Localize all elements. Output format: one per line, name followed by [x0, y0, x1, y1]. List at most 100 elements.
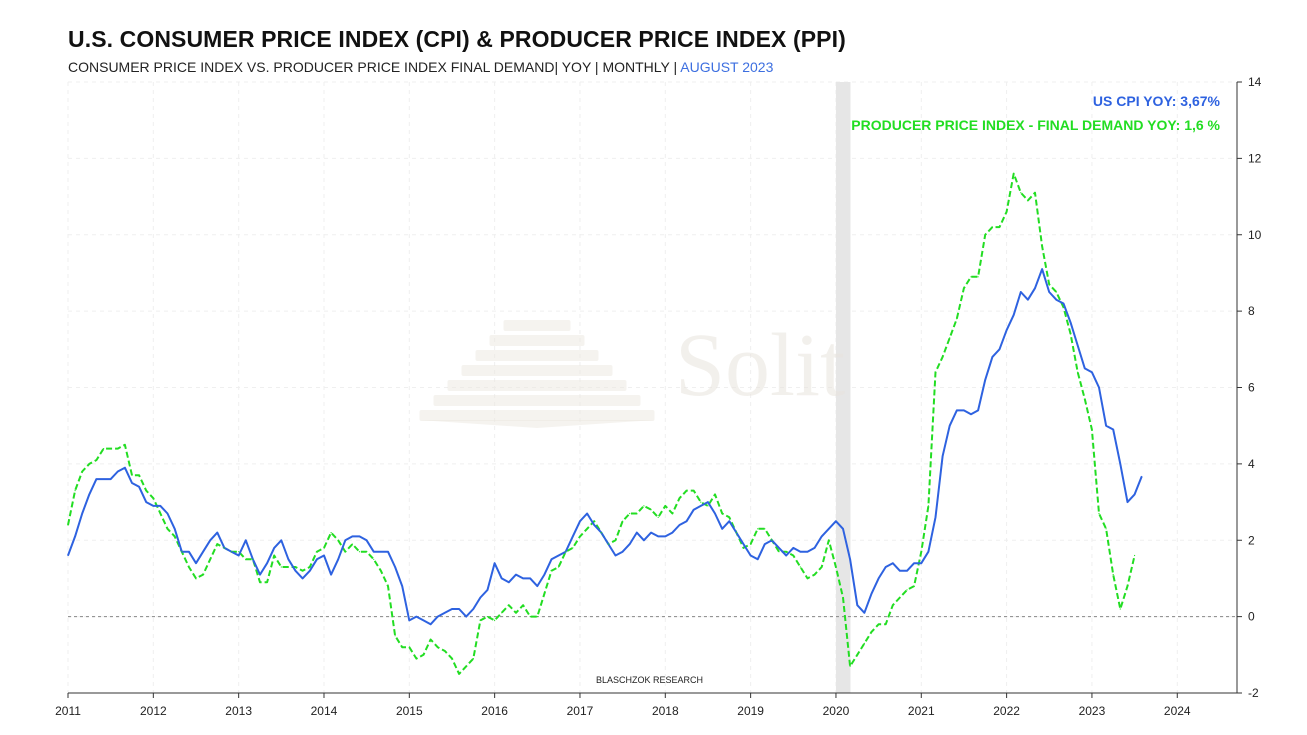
data-point-cpi: [110, 478, 112, 480]
data-point-cpi: [870, 593, 873, 595]
data-point-ppi: [892, 604, 894, 606]
data-point-ppi: [252, 558, 254, 560]
data-point-ppi: [508, 604, 510, 606]
data-point-cpi: [686, 520, 688, 522]
data-point-cpi: [934, 516, 937, 518]
data-point-ppi: [67, 524, 69, 526]
data-point-cpi: [401, 585, 403, 587]
x-tick-label: 2018: [652, 704, 679, 718]
data-point-cpi: [792, 547, 794, 549]
data-point-ppi: [259, 581, 261, 583]
data-point-cpi: [750, 554, 752, 557]
data-point-ppi: [700, 501, 702, 503]
data-point-ppi: [764, 528, 766, 530]
data-point-cpi: [145, 501, 147, 503]
data-point-ppi: [543, 593, 546, 595]
data-points: [67, 173, 1143, 675]
data-point-cpi: [302, 577, 304, 580]
data-point-cpi: [479, 596, 481, 599]
data-point-ppi: [124, 444, 126, 446]
data-point-cpi: [799, 551, 802, 553]
data-point-ppi: [1062, 306, 1065, 308]
data-point-ppi: [1098, 512, 1100, 515]
data-point-cpi: [245, 539, 247, 541]
data-point-ppi: [643, 505, 645, 507]
data-point-ppi: [934, 371, 937, 373]
data-point-ppi: [494, 619, 496, 622]
data-point-ppi: [977, 276, 979, 278]
data-point-ppi: [273, 554, 275, 557]
data-point-ppi: [88, 463, 90, 465]
data-point-ppi: [216, 543, 218, 545]
data-point-cpi: [430, 623, 432, 625]
data-point-cpi: [906, 570, 908, 572]
data-point-cpi: [1041, 268, 1043, 270]
data-point-cpi: [1105, 425, 1107, 427]
data-point-ppi: [344, 551, 346, 553]
data-point-cpi: [195, 562, 197, 564]
data-point-cpi: [81, 512, 83, 515]
data-point-cpi: [437, 616, 439, 618]
subtitle-main: CONSUMER PRICE INDEX VS. PRODUCER PRICE …: [68, 59, 681, 75]
data-point-ppi: [863, 642, 866, 645]
data-point-ppi: [750, 543, 752, 545]
data-point-ppi: [181, 551, 183, 553]
data-point-cpi: [558, 554, 560, 557]
data-point-ppi: [984, 234, 986, 236]
data-point-cpi: [444, 612, 446, 614]
data-point-cpi: [1055, 299, 1057, 301]
data-point-ppi: [529, 616, 531, 618]
data-point-ppi: [742, 547, 745, 549]
data-point-ppi: [422, 654, 425, 656]
data-point-ppi: [949, 337, 951, 339]
data-point-cpi: [294, 570, 297, 572]
data-point-ppi: [963, 287, 965, 289]
data-point-ppi: [380, 570, 382, 572]
chart-title: U.S. CONSUMER PRICE INDEX (CPI) & PRODUC…: [68, 26, 846, 52]
data-point-cpi: [657, 535, 659, 538]
data-point-cpi: [721, 528, 723, 530]
data-point-ppi: [458, 673, 460, 675]
data-point-ppi: [366, 551, 368, 553]
data-point-ppi: [842, 596, 844, 599]
data-point-ppi: [294, 566, 297, 568]
data-point-ppi: [145, 490, 147, 492]
watermark-text: Solit: [675, 316, 845, 415]
data-point-ppi: [515, 612, 517, 614]
data-point-ppi: [1020, 192, 1022, 194]
data-point-ppi: [1119, 608, 1121, 610]
data-point-ppi: [81, 470, 83, 473]
data-point-cpi: [572, 535, 574, 538]
x-tick-label: 2023: [1079, 704, 1106, 718]
data-point-ppi: [956, 318, 958, 320]
data-point-cpi: [1112, 428, 1114, 431]
series-line-ppi: [67, 172, 1136, 675]
data-point-ppi: [401, 646, 403, 648]
data-point-cpi: [700, 505, 702, 507]
data-point-cpi: [515, 574, 517, 576]
data-point-ppi: [437, 646, 439, 648]
data-point-ppi: [1134, 554, 1136, 557]
data-point-cpi: [1034, 287, 1036, 289]
y-tick-label: 2: [1248, 533, 1255, 547]
data-point-cpi: [74, 535, 76, 538]
data-point-cpi: [458, 608, 460, 610]
data-point-cpi: [536, 585, 538, 587]
watermark: Solit: [419, 316, 845, 428]
data-point-cpi: [835, 520, 837, 522]
data-point-ppi: [358, 551, 361, 553]
data-point-cpi: [280, 539, 282, 541]
data-point-ppi: [280, 566, 282, 568]
data-point-cpi: [422, 619, 425, 622]
series-line-cpi: [67, 268, 1143, 626]
y-tick-label: 10: [1248, 228, 1262, 242]
data-point-ppi: [636, 512, 638, 515]
data-point-ppi: [1112, 574, 1114, 576]
data-point-cpi: [991, 356, 994, 358]
x-axis-ticks: 2011 2012 2013 2014 2015 2016 2017 2018 2019 2020…: [55, 693, 1191, 718]
data-point-cpi: [913, 562, 915, 564]
chart-subtitle: CONSUMER PRICE INDEX VS. PRODUCER PRICE …: [68, 59, 773, 75]
data-point-cpi: [1048, 291, 1050, 293]
data-point-cpi: [1119, 463, 1121, 465]
